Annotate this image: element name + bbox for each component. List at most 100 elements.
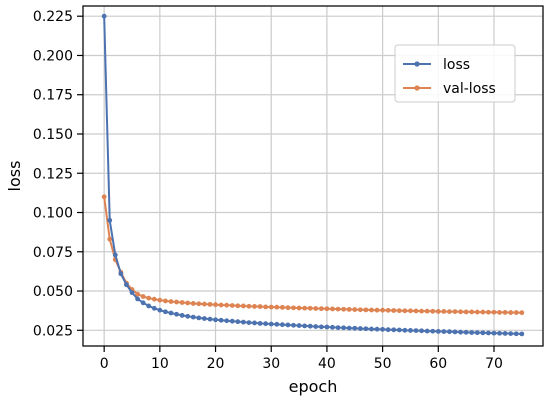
legend-marker-val-loss <box>414 85 420 91</box>
data-point-val-loss <box>385 307 391 313</box>
data-point-loss <box>207 316 213 322</box>
x-tick-label: 20 <box>207 356 225 372</box>
data-point-loss <box>502 331 508 336</box>
series-line-loss <box>103 16 522 335</box>
data-point-val-loss <box>229 303 235 308</box>
data-point-loss <box>196 315 202 321</box>
data-point-loss <box>213 317 218 323</box>
y-tick-label: 0.200 <box>33 48 73 64</box>
data-point-loss <box>324 324 330 330</box>
data-point-val-loss <box>346 307 352 312</box>
x-tick-label: 50 <box>374 356 392 372</box>
data-point-val-loss <box>441 309 447 314</box>
data-point-val-loss <box>469 309 475 315</box>
data-point-val-loss <box>424 308 430 314</box>
data-point-val-loss <box>296 305 302 311</box>
y-tick-label: 0.150 <box>33 127 73 143</box>
data-point-val-loss <box>252 304 257 309</box>
data-point-val-loss <box>268 304 274 310</box>
data-point-loss <box>458 329 463 335</box>
data-point-val-loss <box>240 303 246 309</box>
data-point-val-loss <box>246 303 252 309</box>
data-point-val-loss <box>213 302 218 308</box>
data-point-val-loss <box>302 305 308 311</box>
data-point-loss <box>252 320 257 326</box>
data-point-val-loss <box>519 310 525 316</box>
data-point-loss <box>369 326 374 332</box>
data-point-loss <box>346 325 352 331</box>
y-tick-label: 0.225 <box>33 9 73 25</box>
data-point-val-loss <box>474 309 480 315</box>
data-point-loss <box>179 312 185 318</box>
legend-label-val-loss: val-loss <box>443 81 496 97</box>
data-point-loss <box>424 328 430 334</box>
data-point-val-loss <box>480 309 486 315</box>
data-point-val-loss <box>190 301 196 306</box>
y-tick-label: 0.025 <box>33 323 73 339</box>
data-point-val-loss <box>163 298 168 304</box>
data-point-val-loss <box>402 308 408 314</box>
data-point-loss <box>508 331 514 336</box>
data-point-loss <box>313 324 319 329</box>
data-point-val-loss <box>435 309 441 314</box>
data-point-loss <box>519 331 525 337</box>
data-point-loss <box>174 311 179 317</box>
data-point-loss <box>469 330 475 335</box>
data-point-val-loss <box>235 303 241 309</box>
data-point-loss <box>151 305 157 311</box>
data-point-val-loss <box>291 305 296 311</box>
data-point-loss <box>396 327 402 333</box>
y-tick-label: 0.050 <box>33 284 73 300</box>
data-point-loss <box>330 324 335 330</box>
data-point-val-loss <box>335 306 341 312</box>
x-tick-label: 10 <box>151 356 169 372</box>
data-point-val-loss <box>447 309 452 315</box>
data-point-val-loss <box>413 308 419 314</box>
data-point-loss <box>497 330 502 336</box>
legend-marker-loss <box>414 61 420 67</box>
data-point-val-loss <box>101 194 107 200</box>
series-line-val-loss <box>103 196 522 314</box>
data-point-loss <box>402 327 408 333</box>
data-point-val-loss <box>497 309 502 315</box>
x-tick-label: 0 <box>100 356 109 372</box>
y-tick-label: 0.100 <box>33 206 73 222</box>
data-point-loss <box>357 326 363 331</box>
x-tick-label: 60 <box>429 356 447 372</box>
legend-item-val-loss: val-loss <box>403 81 496 97</box>
data-point-val-loss <box>330 306 335 312</box>
x-tick-label: 30 <box>262 356 280 372</box>
data-point-val-loss <box>168 299 174 304</box>
data-point-val-loss <box>508 310 514 315</box>
data-point-loss <box>263 321 269 327</box>
data-point-val-loss <box>318 306 324 312</box>
data-point-val-loss <box>313 306 319 311</box>
data-point-loss <box>408 328 413 333</box>
plot-frame <box>82 5 544 347</box>
legend-label-loss: loss <box>443 57 470 73</box>
data-point-val-loss <box>419 308 424 314</box>
data-point-val-loss <box>491 309 497 315</box>
data-point-loss <box>307 323 313 329</box>
data-point-val-loss <box>408 308 413 314</box>
data-point-loss <box>452 329 458 335</box>
data-point-loss <box>235 319 241 325</box>
data-point-loss <box>279 322 285 328</box>
data-point-loss <box>296 323 302 328</box>
data-point-loss <box>291 322 296 328</box>
data-point-val-loss <box>157 297 163 303</box>
data-point-val-loss <box>179 300 185 305</box>
data-point-val-loss <box>380 307 386 313</box>
data-point-val-loss <box>363 307 369 313</box>
data-point-val-loss <box>307 305 313 311</box>
data-point-loss <box>486 330 491 336</box>
data-point-val-loss <box>463 309 469 315</box>
data-point-val-loss <box>174 299 179 305</box>
data-point-loss <box>352 325 358 331</box>
y-tick-label: 0.075 <box>33 245 73 261</box>
x-tick-label: 70 <box>485 356 503 372</box>
data-point-loss <box>218 317 224 323</box>
data-point-loss <box>190 314 196 320</box>
y-tick-label: 0.125 <box>33 166 73 182</box>
data-point-loss <box>335 325 341 331</box>
